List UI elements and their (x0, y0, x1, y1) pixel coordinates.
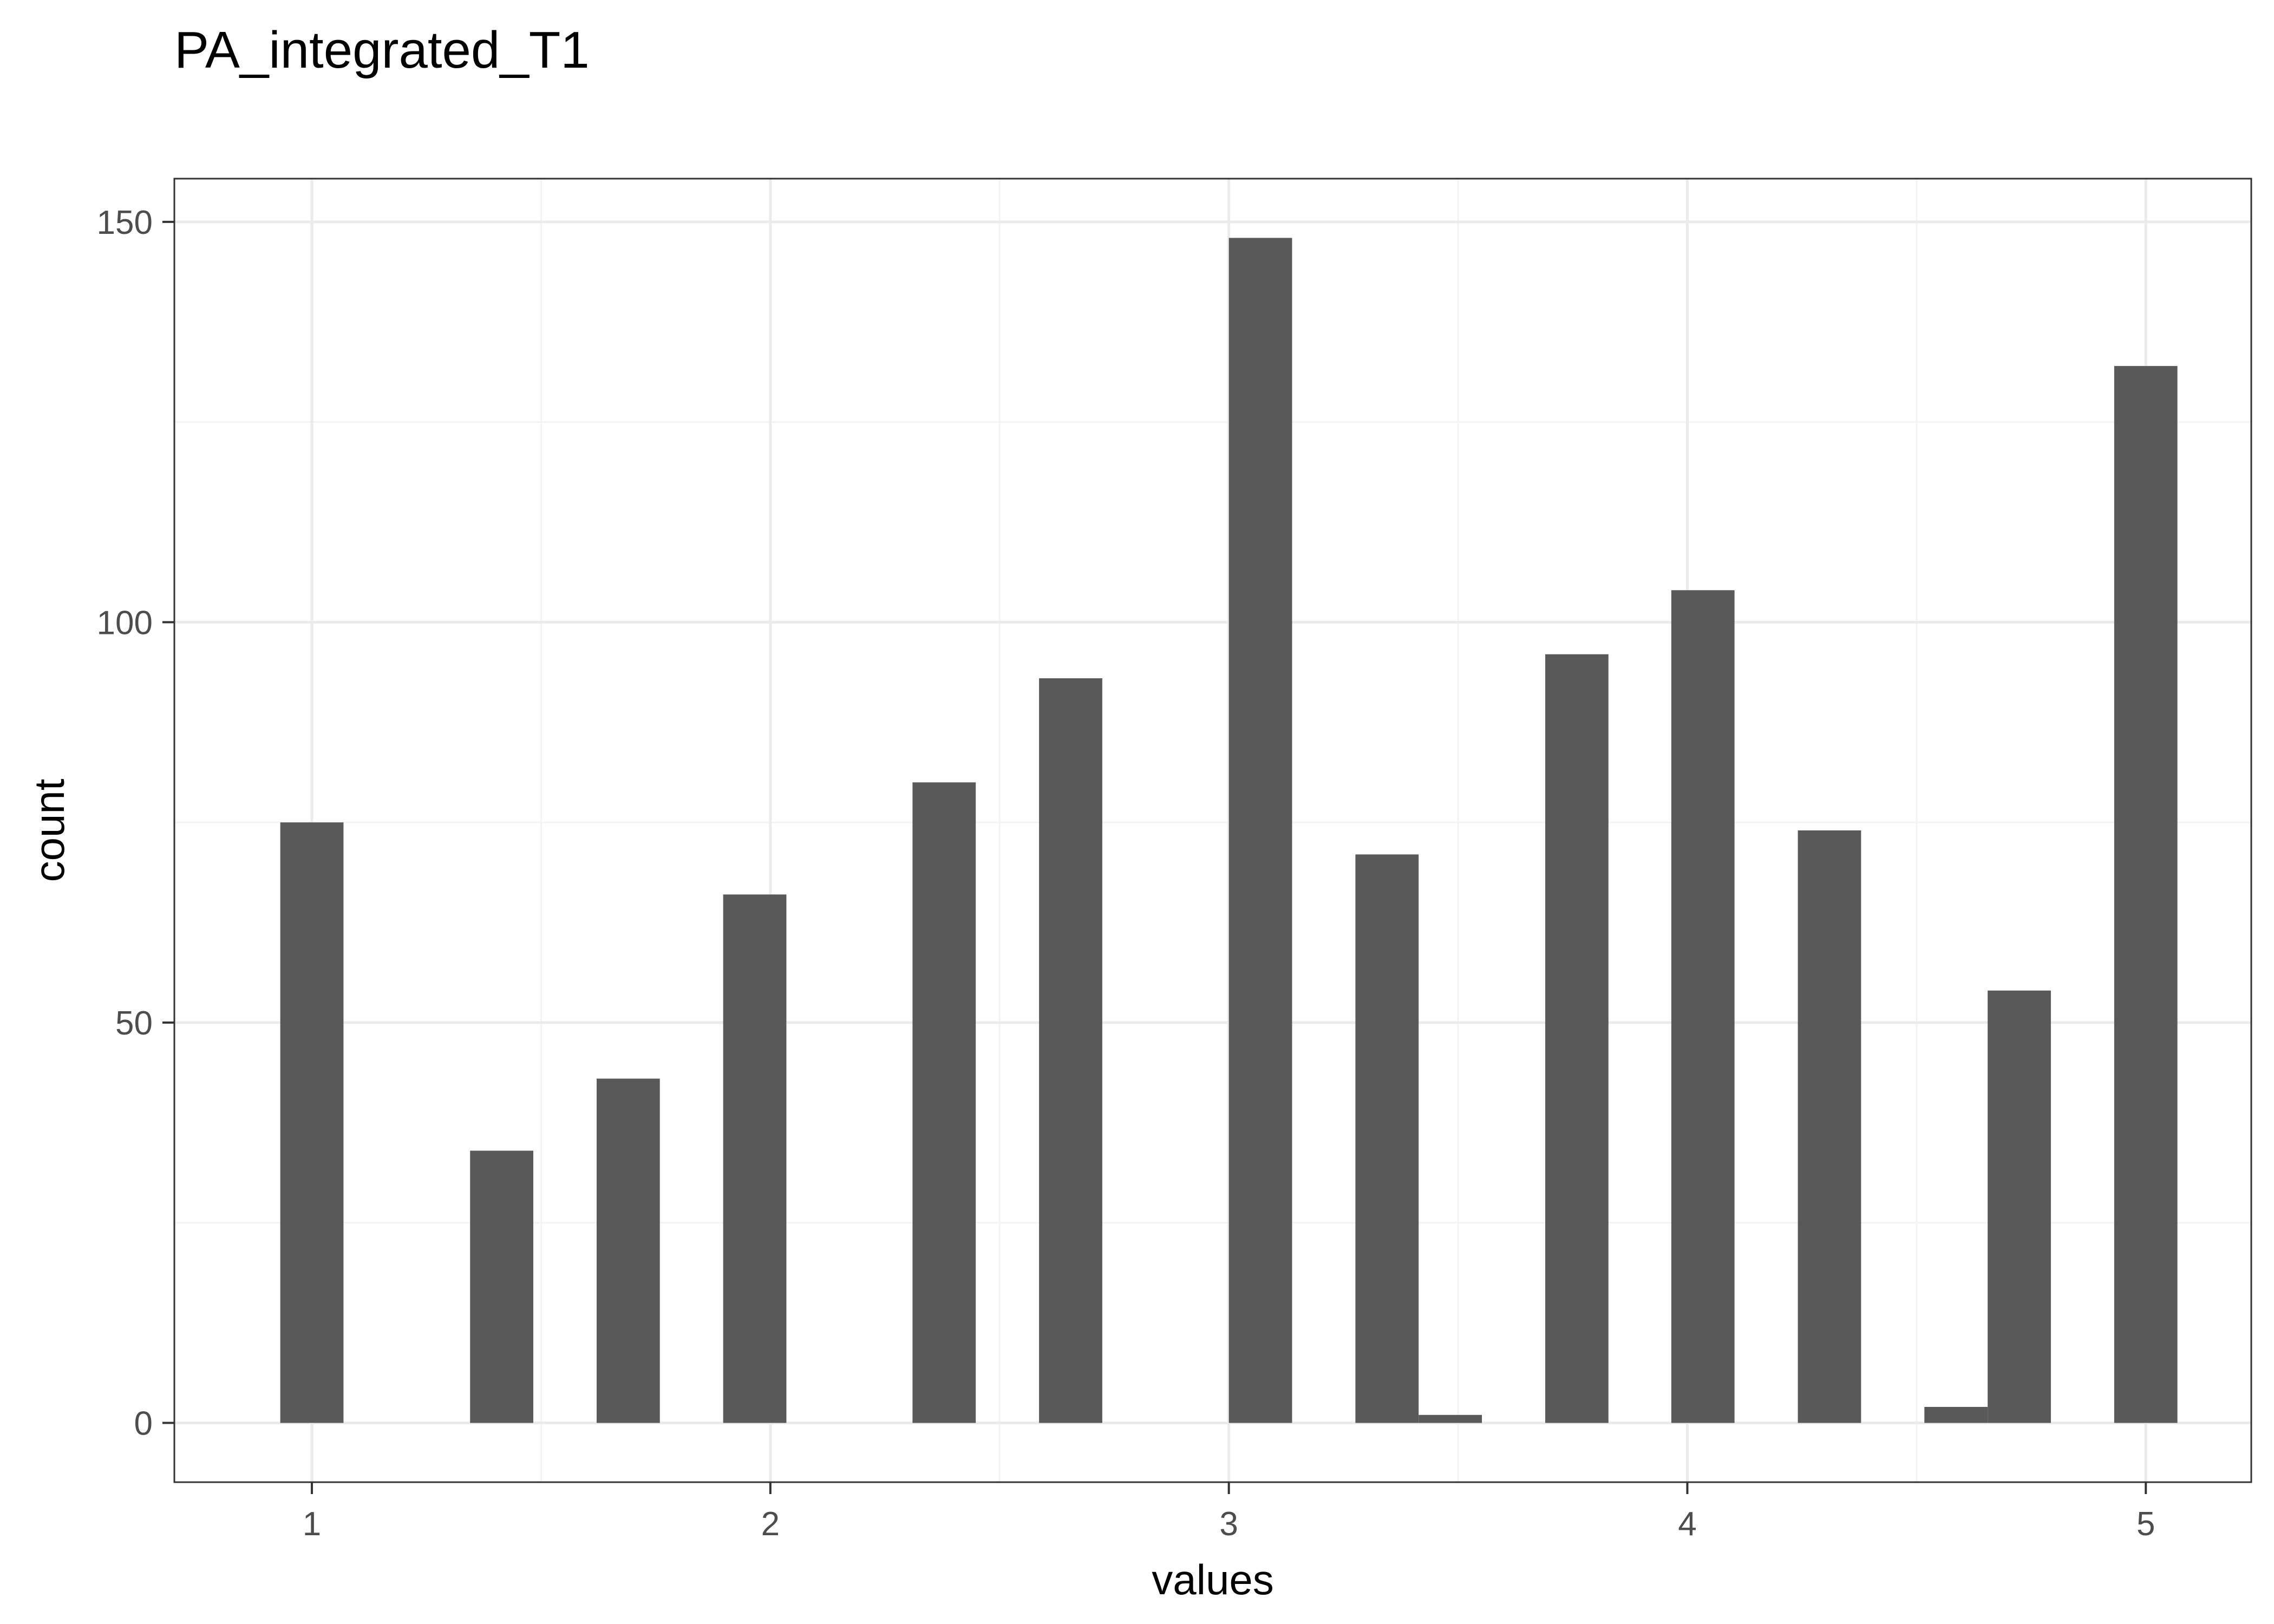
histogram-bar (1545, 654, 1609, 1423)
plot-panel-border (173, 178, 2252, 1483)
y-tick-label: 0 (134, 1405, 153, 1443)
histogram-bar (1229, 238, 1292, 1423)
histogram-bar (912, 782, 976, 1423)
histogram-bar (2114, 366, 2178, 1423)
histogram-bar (1924, 1406, 1988, 1423)
x-tick-label: 2 (761, 1505, 780, 1543)
x-axis-title: values (1152, 1556, 1273, 1603)
histogram-bar (723, 894, 787, 1423)
histogram-bar (1039, 678, 1102, 1423)
y-tick-label: 150 (97, 204, 153, 241)
histogram-bar (470, 1150, 534, 1423)
y-tick-label: 50 (115, 1005, 153, 1042)
y-axis-title: count (25, 778, 73, 882)
histogram-bar (280, 822, 344, 1423)
bars (280, 238, 2178, 1423)
y-tick-label: 100 (97, 604, 153, 641)
histogram-bar (1671, 590, 1735, 1423)
histogram-bar (1798, 830, 1861, 1423)
histogram-bar (1988, 990, 2051, 1423)
x-tick-label: 3 (1219, 1505, 1238, 1543)
x-tick-label: 5 (2136, 1505, 2155, 1543)
x-tick-label: 4 (1678, 1505, 1696, 1543)
histogram-bar (596, 1078, 660, 1423)
histogram-bar (1355, 854, 1419, 1423)
chart-title: PA_integrated_T1 (174, 21, 590, 79)
histogram-bar (1419, 1415, 1482, 1423)
x-tick-label: 1 (303, 1505, 321, 1543)
